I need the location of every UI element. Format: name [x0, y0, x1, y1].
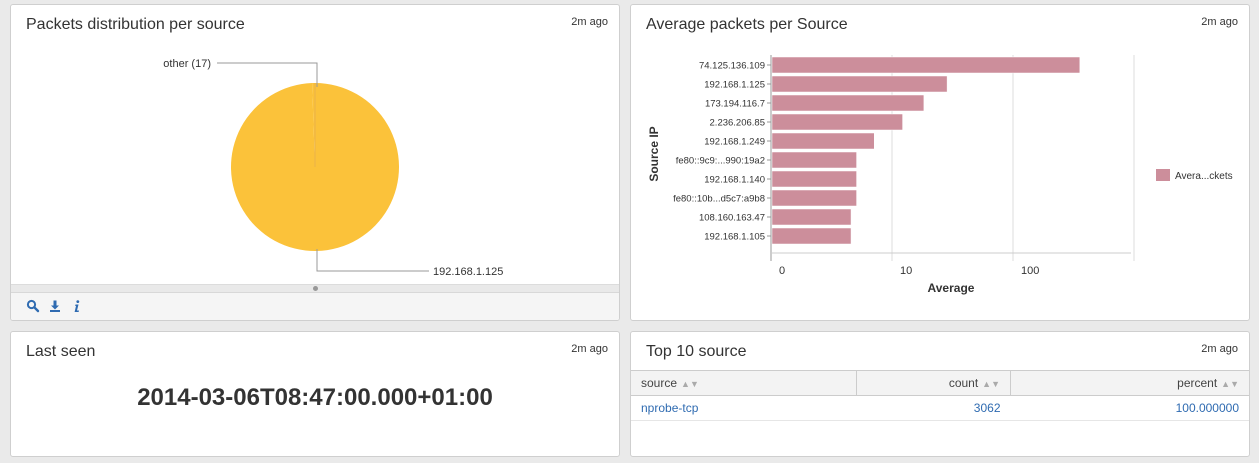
- bar: [771, 56, 1081, 74]
- search-icon[interactable]: [26, 299, 40, 313]
- bar: [771, 113, 903, 131]
- panel-timestamp: 2m ago: [571, 16, 608, 28]
- packets-distribution-panel: Packets distribution per source 2m ago 1…: [10, 4, 620, 321]
- y-tick-label: fe80::9c9:...990:19a2: [676, 156, 765, 167]
- pie-label: 192.168.1.125: [433, 266, 503, 278]
- panel-title: Last seen: [26, 343, 96, 360]
- y-tick-label: 74.125.136.109: [699, 61, 765, 72]
- panel-timestamp: 2m ago: [1201, 16, 1238, 28]
- y-tick-label: 192.168.1.249: [704, 137, 765, 148]
- y-tick-label: 192.168.1.105: [704, 232, 765, 243]
- x-tick-label: 0: [779, 265, 785, 277]
- y-axis-title: Source IP: [647, 126, 661, 181]
- y-tick-label: 108.160.163.47: [699, 213, 765, 224]
- panel-timestamp: 2m ago: [1201, 343, 1238, 355]
- x-tick-label: 10: [900, 265, 912, 277]
- x-tick-label: 100: [1021, 265, 1039, 277]
- cell-percent[interactable]: 100.000000: [1010, 395, 1249, 421]
- y-tick-label: 192.168.1.140: [704, 175, 765, 186]
- sort-icon[interactable]: ▲▼: [681, 379, 699, 389]
- legend-label: Avera...ckets: [1175, 171, 1233, 182]
- pie-chart: 192.168.1.125 other (17): [163, 58, 503, 278]
- pie-slice: [312, 83, 315, 167]
- y-tick-label: 2.236.206.85: [710, 118, 765, 129]
- bar: [771, 170, 857, 188]
- pie-leader-line: [316, 249, 429, 272]
- sort-icon[interactable]: ▲▼: [1221, 379, 1239, 389]
- bar: [771, 208, 852, 226]
- pie-leader-line: [217, 62, 318, 87]
- panel-resize-handle[interactable]: [11, 284, 619, 293]
- top-source-panel: Top 10 source 2m ago source ▲▼ count ▲▼ pe…: [630, 331, 1250, 457]
- top-source-table: source ▲▼ count ▲▼ percent ▲▼ nprobe-tcp 30…: [631, 370, 1249, 421]
- y-tick-label: 173.194.116.7: [705, 99, 765, 110]
- bar: [771, 227, 852, 245]
- last-seen-panel: Last seen 2m ago 2014-03-06T08:47:00.000…: [10, 331, 620, 457]
- download-icon[interactable]: [48, 299, 62, 313]
- cell-source[interactable]: nprobe-tcp: [631, 395, 857, 421]
- table-row: nprobe-tcp 3062 100.000000: [631, 395, 1249, 421]
- column-header-count[interactable]: count ▲▼: [856, 370, 1011, 396]
- sort-icon[interactable]: ▲▼: [982, 379, 1000, 389]
- bar: [771, 94, 925, 112]
- average-packets-panel: Average packets per Source 2m ago 74.125…: [630, 4, 1250, 321]
- bar: [771, 151, 857, 169]
- cell-count[interactable]: 3062: [856, 395, 1011, 421]
- y-tick-label: fe80::10b...d5c7:a9b8: [673, 194, 765, 205]
- bar: [771, 132, 875, 150]
- legend-swatch: [1156, 169, 1170, 181]
- column-header-percent[interactable]: percent ▲▼: [1010, 370, 1249, 396]
- bar: [771, 189, 857, 207]
- column-header-source[interactable]: source ▲▼: [631, 370, 857, 396]
- panel-footer: [11, 292, 619, 320]
- panel-title: Average packets per Source: [646, 16, 848, 33]
- panel-title: Top 10 source: [646, 343, 747, 360]
- panel-timestamp: 2m ago: [571, 343, 608, 355]
- pie-label: other (17): [163, 58, 211, 70]
- bar-chart: 74.125.136.109 192.168.1.125 173.194.116.7…: [647, 55, 1233, 295]
- x-axis-title: Average: [928, 281, 975, 295]
- last-seen-value: 2014-03-06T08:47:00.000+01:00: [137, 384, 493, 411]
- y-tick-label: 192.168.1.125: [704, 80, 765, 91]
- bar: [771, 75, 948, 93]
- info-icon[interactable]: [70, 299, 84, 313]
- panel-title: Packets distribution per source: [26, 16, 245, 33]
